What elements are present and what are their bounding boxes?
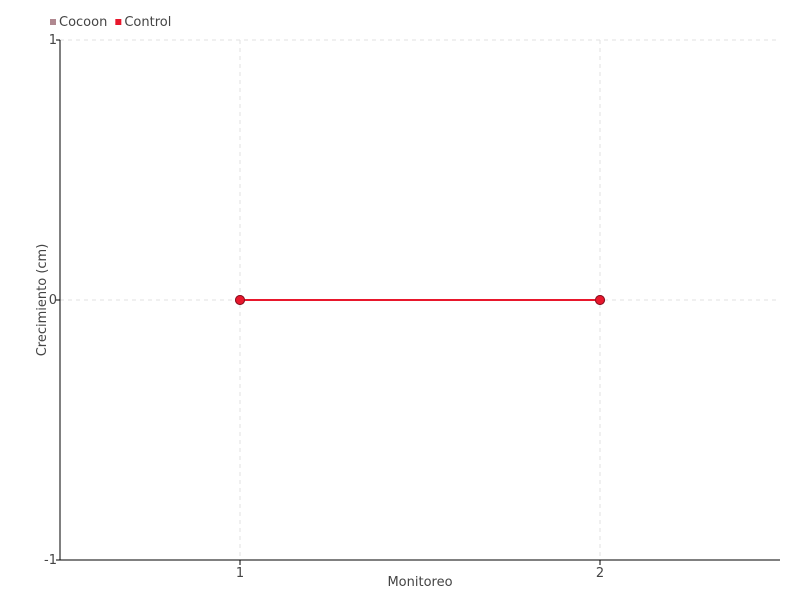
x-tick-label: 1 [236,566,244,581]
legend-label-cocoon: Cocoon [59,15,107,30]
legend-label-control: Control [124,15,171,30]
x-axis-label: Monitoreo [387,575,452,590]
legend-swatch-control [115,19,122,25]
legend-swatch-cocoon [50,19,56,25]
ticks: -1 0 1 1 2 [44,33,604,581]
x-tick-label: 2 [596,566,604,581]
series [235,295,605,305]
legend[interactable]: Cocoon Control [50,15,171,30]
data-point-control [235,295,245,305]
y-axis-label: Crecimiento (cm) [35,244,50,357]
y-tick-label: 0 [49,293,57,308]
y-tick-label: -1 [44,553,57,568]
y-tick-label: 1 [49,33,57,48]
data-point-control [595,295,605,305]
